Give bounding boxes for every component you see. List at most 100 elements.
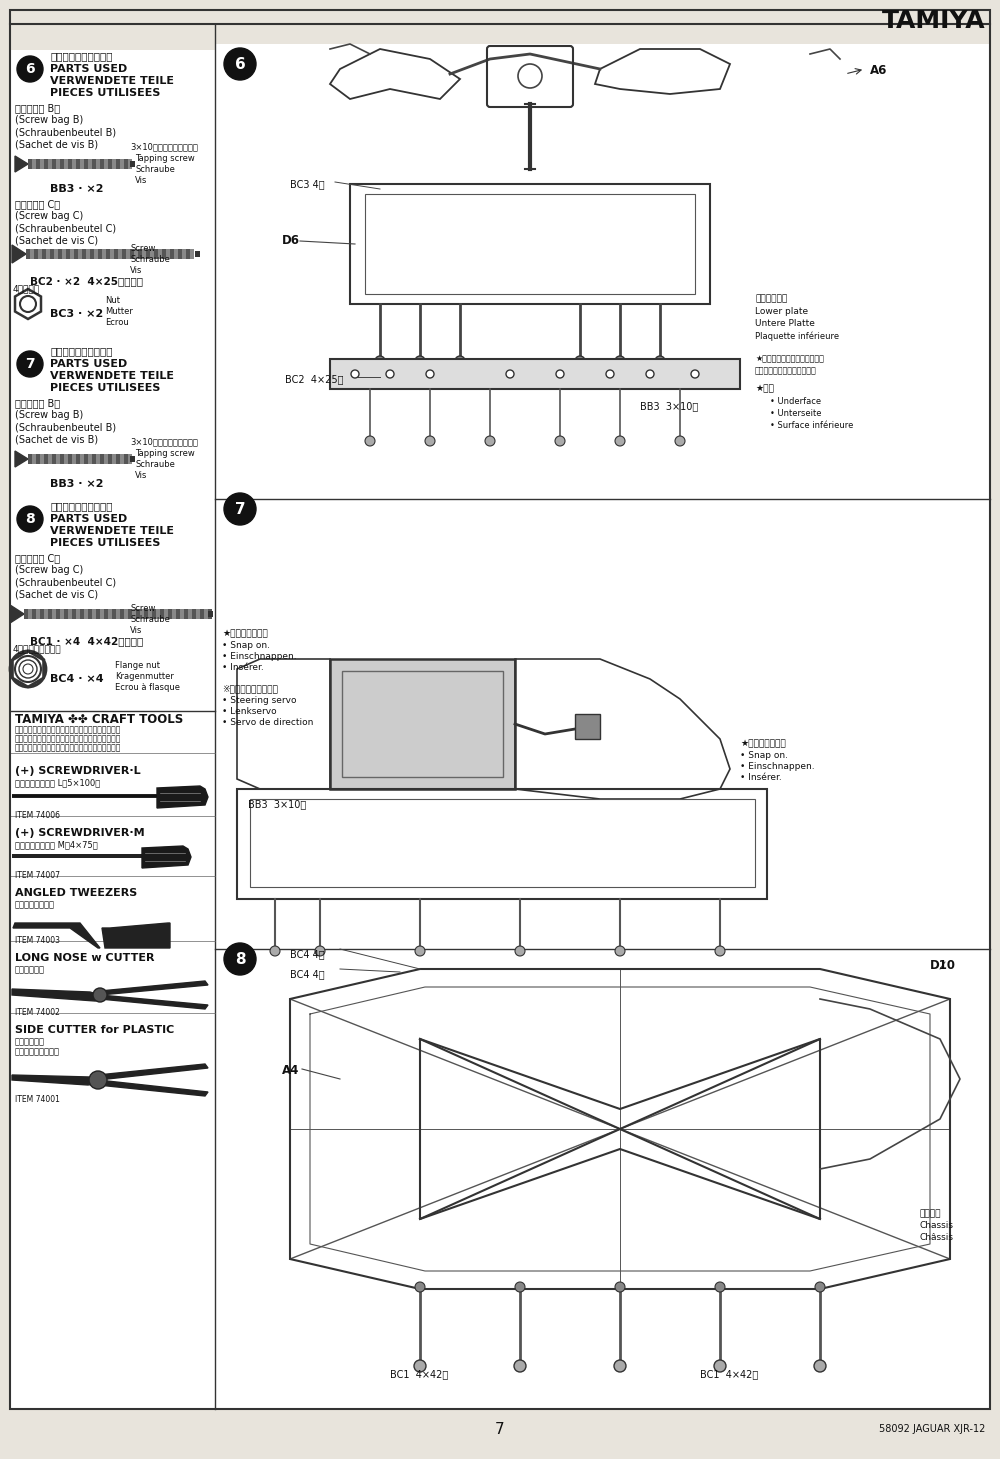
- Bar: [124, 159, 128, 169]
- Bar: [64, 454, 68, 464]
- Bar: [68, 159, 72, 169]
- Bar: [182, 249, 186, 260]
- Text: Schraube: Schraube: [135, 460, 175, 468]
- Circle shape: [675, 436, 685, 446]
- Bar: [100, 454, 104, 464]
- Text: Plaquette inférieure: Plaquette inférieure: [755, 331, 839, 340]
- Bar: [58, 249, 62, 260]
- Text: Kragenmutter: Kragenmutter: [115, 673, 174, 681]
- Bar: [74, 249, 78, 260]
- Text: PARTS USED: PARTS USED: [50, 514, 127, 524]
- Bar: [215, 499, 990, 948]
- Bar: [50, 249, 54, 260]
- Text: • Servo de direction: • Servo de direction: [222, 718, 313, 727]
- Bar: [575, 713, 600, 740]
- Bar: [48, 159, 52, 169]
- Text: (Screw bag C): (Screw bag C): [15, 565, 83, 575]
- Circle shape: [426, 371, 434, 378]
- Text: Ecrou: Ecrou: [105, 318, 129, 327]
- Text: • Surface inférieure: • Surface inférieure: [770, 422, 853, 430]
- Bar: [200, 608, 204, 619]
- Bar: [72, 159, 76, 169]
- Text: Lower plate: Lower plate: [755, 306, 808, 317]
- Text: (Sachet de vis B): (Sachet de vis B): [15, 433, 98, 444]
- Bar: [132, 608, 136, 619]
- Text: シャーシ: シャーシ: [920, 1210, 942, 1218]
- Circle shape: [814, 1360, 826, 1371]
- Bar: [38, 249, 42, 260]
- Circle shape: [615, 356, 625, 366]
- Text: BC1  4×42㎜: BC1 4×42㎜: [700, 1369, 758, 1379]
- Bar: [116, 454, 120, 464]
- Polygon shape: [13, 924, 100, 948]
- Bar: [126, 249, 130, 260]
- Text: PIECES UTILISEES: PIECES UTILISEES: [50, 384, 160, 392]
- Circle shape: [17, 352, 43, 376]
- Circle shape: [606, 371, 614, 378]
- Bar: [36, 159, 40, 169]
- Bar: [62, 249, 66, 260]
- Bar: [215, 44, 990, 499]
- Bar: [112, 159, 116, 169]
- Bar: [68, 608, 72, 619]
- Bar: [188, 608, 192, 619]
- Text: PARTS USED: PARTS USED: [50, 359, 127, 369]
- Polygon shape: [12, 1075, 100, 1085]
- Text: Vis: Vis: [130, 266, 142, 274]
- Text: (Sachet de vis C): (Sachet de vis C): [15, 589, 98, 600]
- Text: VERWENDETE TEILE: VERWENDETE TEILE: [50, 371, 174, 381]
- Circle shape: [575, 356, 585, 366]
- Text: プラストライバー M（4×75）: プラストライバー M（4×75）: [15, 840, 98, 849]
- Bar: [94, 249, 98, 260]
- Polygon shape: [98, 1064, 208, 1080]
- Text: ANGLED TWEEZERS: ANGLED TWEEZERS: [15, 889, 137, 897]
- Text: TAMIYA: TAMIYA: [881, 9, 985, 34]
- Bar: [24, 608, 28, 619]
- Text: Vis: Vis: [130, 626, 142, 635]
- Bar: [104, 159, 108, 169]
- Bar: [44, 608, 48, 619]
- Text: ロアプレート: ロアプレート: [755, 295, 787, 303]
- Polygon shape: [12, 989, 110, 1001]
- Circle shape: [415, 1282, 425, 1293]
- Circle shape: [515, 945, 525, 956]
- Text: SIDE CUTTER for PLASTIC: SIDE CUTTER for PLASTIC: [15, 1026, 174, 1034]
- Bar: [118, 249, 122, 260]
- Text: LONG NOSE w CUTTER: LONG NOSE w CUTTER: [15, 953, 155, 963]
- Bar: [60, 454, 64, 464]
- Text: 58092 JAGUAR XJR-12: 58092 JAGUAR XJR-12: [879, 1424, 985, 1434]
- Text: 〈使用する小物金具〉: 〈使用する小物金具〉: [50, 51, 113, 61]
- Text: 7: 7: [235, 502, 245, 516]
- Bar: [330, 659, 515, 789]
- Circle shape: [365, 436, 375, 446]
- Circle shape: [715, 945, 725, 956]
- Text: 良い工具選びは模型づくりのための第一歩。本格的: 良い工具選びは模型づくりのための第一歩。本格的: [15, 725, 121, 734]
- Text: Schraube: Schraube: [135, 165, 175, 174]
- Bar: [116, 159, 120, 169]
- Bar: [136, 608, 140, 619]
- Text: TAMIYA ✤✤ CRAFT TOOLS: TAMIYA ✤✤ CRAFT TOOLS: [15, 713, 183, 727]
- Bar: [215, 948, 990, 1409]
- Bar: [330, 359, 740, 390]
- Text: (+) SCREWDRIVER·M: (+) SCREWDRIVER·M: [15, 829, 145, 837]
- Bar: [90, 249, 94, 260]
- Text: ★ロアプレートは皿ビス加工が: ★ロアプレートは皿ビス加工が: [755, 355, 824, 363]
- Bar: [130, 457, 135, 463]
- Circle shape: [17, 506, 43, 533]
- Circle shape: [714, 1360, 726, 1371]
- Text: ※ステアリングサーボ: ※ステアリングサーボ: [222, 684, 278, 693]
- Text: をめざすモデラーにふさわしいタミヤクラフトツー: をめざすモデラーにふさわしいタミヤクラフトツー: [15, 734, 121, 743]
- Bar: [148, 608, 152, 619]
- Text: • Unterseite: • Unterseite: [770, 409, 822, 417]
- Bar: [195, 251, 200, 257]
- Circle shape: [414, 1360, 426, 1371]
- Polygon shape: [157, 786, 208, 808]
- Circle shape: [270, 945, 280, 956]
- Circle shape: [224, 493, 256, 525]
- Circle shape: [415, 945, 425, 956]
- Text: BC2  4×25㎜: BC2 4×25㎜: [285, 374, 344, 384]
- Bar: [32, 454, 36, 464]
- Bar: [40, 608, 44, 619]
- Bar: [66, 249, 70, 260]
- Bar: [204, 608, 208, 619]
